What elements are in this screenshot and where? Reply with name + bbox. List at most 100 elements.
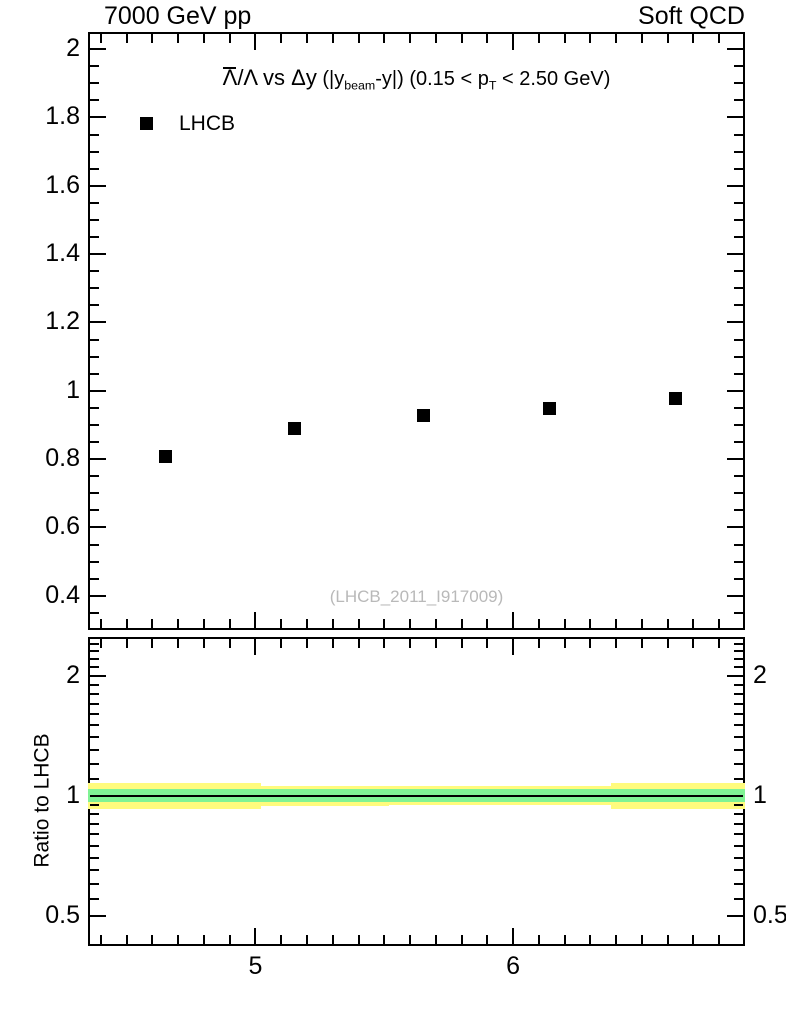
ratio-ytick-left <box>90 803 99 806</box>
main-xtick-top <box>331 34 334 43</box>
ratio-ytick-right <box>734 692 743 695</box>
main-xtick-bottom <box>99 619 102 628</box>
ratio-ytick-label-left: 0.5 <box>45 900 80 929</box>
main-ytick-right <box>734 441 743 444</box>
ratio-xtick-bottom <box>151 935 154 944</box>
ratio-ytick-right <box>727 674 743 677</box>
main-xtick-top <box>460 34 463 43</box>
main-xtick-bottom <box>666 619 669 628</box>
data-point-lhcb <box>416 408 430 422</box>
ratio-ytick-left <box>90 713 99 716</box>
main-ytick-left <box>90 99 99 102</box>
main-ytick-left <box>90 423 99 426</box>
ratio-ytick-right <box>734 778 743 781</box>
main-ytick-right <box>734 611 743 614</box>
main-ytick-right <box>734 560 743 563</box>
ratio-ytick-left <box>90 736 99 739</box>
main-xtick-bottom <box>640 619 643 628</box>
main-ytick-label: 1.4 <box>45 239 80 268</box>
main-ytick-left <box>90 543 99 546</box>
ratio-xtick-top <box>151 639 154 648</box>
ratio-xtick-top <box>357 639 360 648</box>
main-xtick-top <box>202 34 205 43</box>
ratio-ytick-right <box>734 803 743 806</box>
main-ytick-left <box>90 236 99 239</box>
main-xtick-bottom <box>228 619 231 628</box>
main-xtick-bottom <box>718 619 721 628</box>
main-xtick-bottom <box>177 619 180 628</box>
ratio-xtick-bottom <box>228 935 231 944</box>
ratio-xtick-bottom <box>692 935 695 944</box>
main-ytick-left <box>90 526 106 529</box>
main-xtick-bottom <box>409 619 412 628</box>
legend-marker-square <box>140 117 153 130</box>
ratio-xtick-bottom <box>718 935 721 944</box>
main-ytick-right <box>727 321 743 324</box>
ratio-reference-line <box>90 794 743 797</box>
main-ytick-right <box>734 270 743 273</box>
title-lambda-bar: Λ <box>222 65 238 90</box>
main-xtick-top <box>434 34 437 43</box>
data-point-lhcb <box>288 422 302 436</box>
ratio-xtick-top <box>202 639 205 648</box>
main-ytick-right <box>734 577 743 580</box>
main-ytick-left <box>90 611 99 614</box>
ratio-xtick-top <box>409 639 412 648</box>
main-xtick-top <box>512 34 515 50</box>
main-ytick-right <box>727 526 743 529</box>
main-xtick-top <box>666 34 669 43</box>
ratio-xtick-top <box>563 639 566 648</box>
main-ytick-label: 2 <box>66 34 80 63</box>
main-xtick-bottom <box>589 619 592 628</box>
main-ytick-right <box>734 355 743 358</box>
main-ytick-left <box>90 509 99 512</box>
main-ytick-right <box>734 509 743 512</box>
ratio-ytick-right <box>734 666 743 669</box>
main-ytick-left <box>90 304 99 307</box>
main-ytick-right <box>727 253 743 256</box>
ratio-xtick-bottom <box>434 935 437 944</box>
ratio-ytick-left <box>90 883 99 886</box>
main-ytick-left <box>90 167 99 170</box>
main-ytick-label: 0.4 <box>45 580 80 609</box>
main-ytick-left <box>90 560 99 563</box>
legend: LHCB <box>140 113 235 134</box>
ratio-xtick-top <box>383 639 386 648</box>
main-ytick-right <box>734 304 743 307</box>
data-point-lhcb <box>669 391 683 405</box>
main-ytick-right <box>727 458 743 461</box>
ratio-ytick-right <box>734 650 743 653</box>
ratio-ytick-right <box>734 713 743 716</box>
main-ytick-right <box>734 236 743 239</box>
main-ytick-left <box>90 458 106 461</box>
main-ytick-right <box>734 406 743 409</box>
main-xtick-top <box>306 34 308 43</box>
ratio-xtick-bottom <box>357 935 360 944</box>
ratio-ytick-left <box>90 666 99 669</box>
main-ytick-left <box>90 577 99 580</box>
ratio-xtick-top <box>666 639 669 648</box>
main-ytick-right <box>727 116 743 119</box>
main-ytick-left <box>90 82 99 85</box>
main-xtick-top <box>692 34 695 43</box>
ratio-ytick-label-right: 0.5 <box>753 900 786 929</box>
title-paren: (|y <box>322 68 345 90</box>
main-ytick-left <box>90 133 99 136</box>
ratio-ytick-right <box>734 736 743 739</box>
main-ytick-left <box>90 338 99 341</box>
ratio-ytick-left <box>90 683 99 686</box>
ratio-ytick-left <box>90 869 99 872</box>
ratio-xtick-bottom <box>202 935 205 944</box>
ratio-xtick-top <box>434 639 437 648</box>
ratio-ytick-right <box>734 812 743 815</box>
ratio-ytick-right <box>734 643 743 646</box>
ratio-xtick-top <box>254 639 257 655</box>
ratio-ytick-left <box>90 692 99 695</box>
main-ytick-right <box>734 372 743 375</box>
data-point-lhcb <box>159 449 173 463</box>
ratio-xtick-bottom <box>512 928 515 944</box>
main-ytick-right <box>734 82 743 85</box>
ratio-xtick-bottom <box>486 935 489 944</box>
ratio-ytick-right <box>734 658 743 661</box>
